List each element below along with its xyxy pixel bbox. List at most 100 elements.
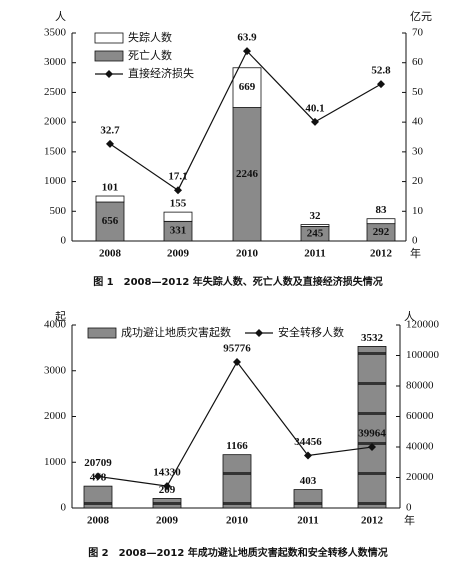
x-tick-label: 2010 — [226, 515, 249, 527]
data-label: 292 — [373, 226, 390, 238]
data-label: 101 — [102, 182, 119, 194]
line-marker — [311, 117, 319, 126]
data-label: 32.7 — [100, 124, 120, 136]
y-tick-label: 3000 — [44, 56, 67, 68]
x-tick-label: 2011 — [304, 248, 325, 260]
y-tick-label: 4000 — [44, 319, 67, 331]
data-label: 403 — [300, 475, 317, 487]
y-tick-label: 1500 — [44, 145, 67, 157]
data-label: 2246 — [236, 168, 259, 180]
data-label: 17.1 — [168, 171, 187, 183]
y-tick-label: 0 — [61, 235, 67, 247]
line-marker — [368, 443, 376, 452]
y2-tick-label: 40 — [412, 116, 424, 128]
x-tick-label: 2009 — [156, 515, 179, 527]
data-label: 245 — [307, 227, 324, 239]
y2-tick-label: 0 — [406, 502, 412, 514]
x-tick-label: 2009 — [167, 248, 190, 260]
y-tick-label: 2000 — [44, 410, 67, 422]
y-axis-unit: 起 — [55, 310, 66, 323]
line-marker — [106, 139, 114, 148]
data-label: 34456 — [294, 436, 322, 448]
legend-swatch — [255, 329, 263, 337]
line-marker — [304, 451, 312, 460]
legend-label: 成功避让地质灾害起数 — [121, 325, 231, 339]
data-label: 656 — [102, 215, 119, 227]
bar — [232, 107, 262, 242]
bar — [83, 485, 113, 509]
line-marker — [233, 357, 241, 366]
y2-tick-label: 120000 — [406, 319, 440, 331]
data-label: 32 — [310, 210, 322, 222]
x-tick-label: 2008 — [87, 515, 110, 527]
y-tick-label: 1000 — [44, 175, 67, 187]
data-label: 155 — [170, 198, 187, 210]
legend-swatch — [87, 327, 117, 339]
bar — [300, 224, 330, 227]
y2-axis-unit: 人 — [404, 310, 415, 323]
legend-swatch — [94, 32, 124, 44]
data-label: 40.1 — [305, 102, 324, 114]
data-label: 209 — [159, 484, 176, 496]
y2-tick-label: 50 — [412, 86, 424, 98]
data-label: 331 — [170, 225, 187, 237]
x-axis-unit: 年 — [410, 246, 421, 260]
y-tick-label: 1000 — [44, 456, 67, 468]
bar — [163, 211, 193, 222]
bar — [357, 346, 387, 509]
line-marker — [174, 186, 182, 195]
legend-label: 死亡人数 — [128, 48, 172, 62]
y-tick-label: 0 — [61, 502, 67, 514]
x-tick-label: 2012 — [361, 515, 384, 527]
data-label: 83 — [376, 204, 388, 216]
x-axis-unit: 年 — [404, 513, 415, 527]
data-label: 52.8 — [371, 65, 391, 77]
data-label: 95776 — [223, 342, 251, 354]
y2-tick-label: 10 — [412, 205, 424, 217]
line-marker — [94, 472, 102, 481]
bar — [293, 489, 323, 509]
legend-swatch — [94, 50, 124, 62]
x-tick-label: 2008 — [99, 248, 122, 260]
y2-axis-unit: 亿元 — [410, 10, 432, 23]
legend-label: 失踪人数 — [128, 30, 172, 44]
y2-tick-label: 30 — [412, 145, 424, 157]
legend-swatch — [105, 70, 113, 78]
data-label: 39964 — [358, 428, 386, 440]
y2-tick-label: 20000 — [406, 471, 434, 483]
line-marker — [163, 482, 171, 491]
y-axis-unit: 人 — [55, 10, 66, 23]
bar — [152, 498, 182, 509]
bar — [222, 454, 252, 509]
line-marker — [243, 47, 251, 56]
legend-label: 直接经济损失 — [128, 66, 194, 80]
data-label: 669 — [239, 81, 256, 93]
legend-label: 安全转移人数 — [278, 325, 344, 339]
y2-tick-label: 80000 — [406, 380, 434, 392]
y-tick-label: 2000 — [44, 116, 67, 128]
y2-tick-label: 60000 — [406, 410, 434, 422]
bar — [366, 218, 396, 225]
x-tick-label: 2010 — [236, 248, 259, 260]
y-tick-label: 500 — [50, 205, 67, 217]
y2-tick-label: 0 — [412, 235, 418, 247]
data-label: 20709 — [84, 457, 112, 469]
bar — [95, 195, 125, 203]
data-label: 1166 — [226, 440, 248, 452]
caption: 图 1 2008—2012 年失踪人数、死亡人数及直接经济损失情况 — [93, 275, 383, 288]
x-tick-label: 2012 — [370, 248, 393, 260]
y2-tick-label: 60 — [412, 56, 424, 68]
y2-tick-label: 40000 — [406, 441, 434, 453]
caption: 图 2 2008—2012 年成功避让地质灾害起数和安全转移人数情况 — [88, 546, 388, 559]
data-label: 63.9 — [237, 32, 257, 44]
y2-tick-label: 70 — [412, 27, 424, 39]
y2-tick-label: 20 — [412, 175, 424, 187]
line-marker — [377, 80, 385, 89]
x-tick-label: 2011 — [297, 515, 318, 527]
y-tick-label: 2500 — [44, 86, 67, 98]
bar — [232, 67, 262, 108]
y-tick-label: 3500 — [44, 27, 67, 39]
y-tick-label: 3000 — [44, 364, 67, 376]
